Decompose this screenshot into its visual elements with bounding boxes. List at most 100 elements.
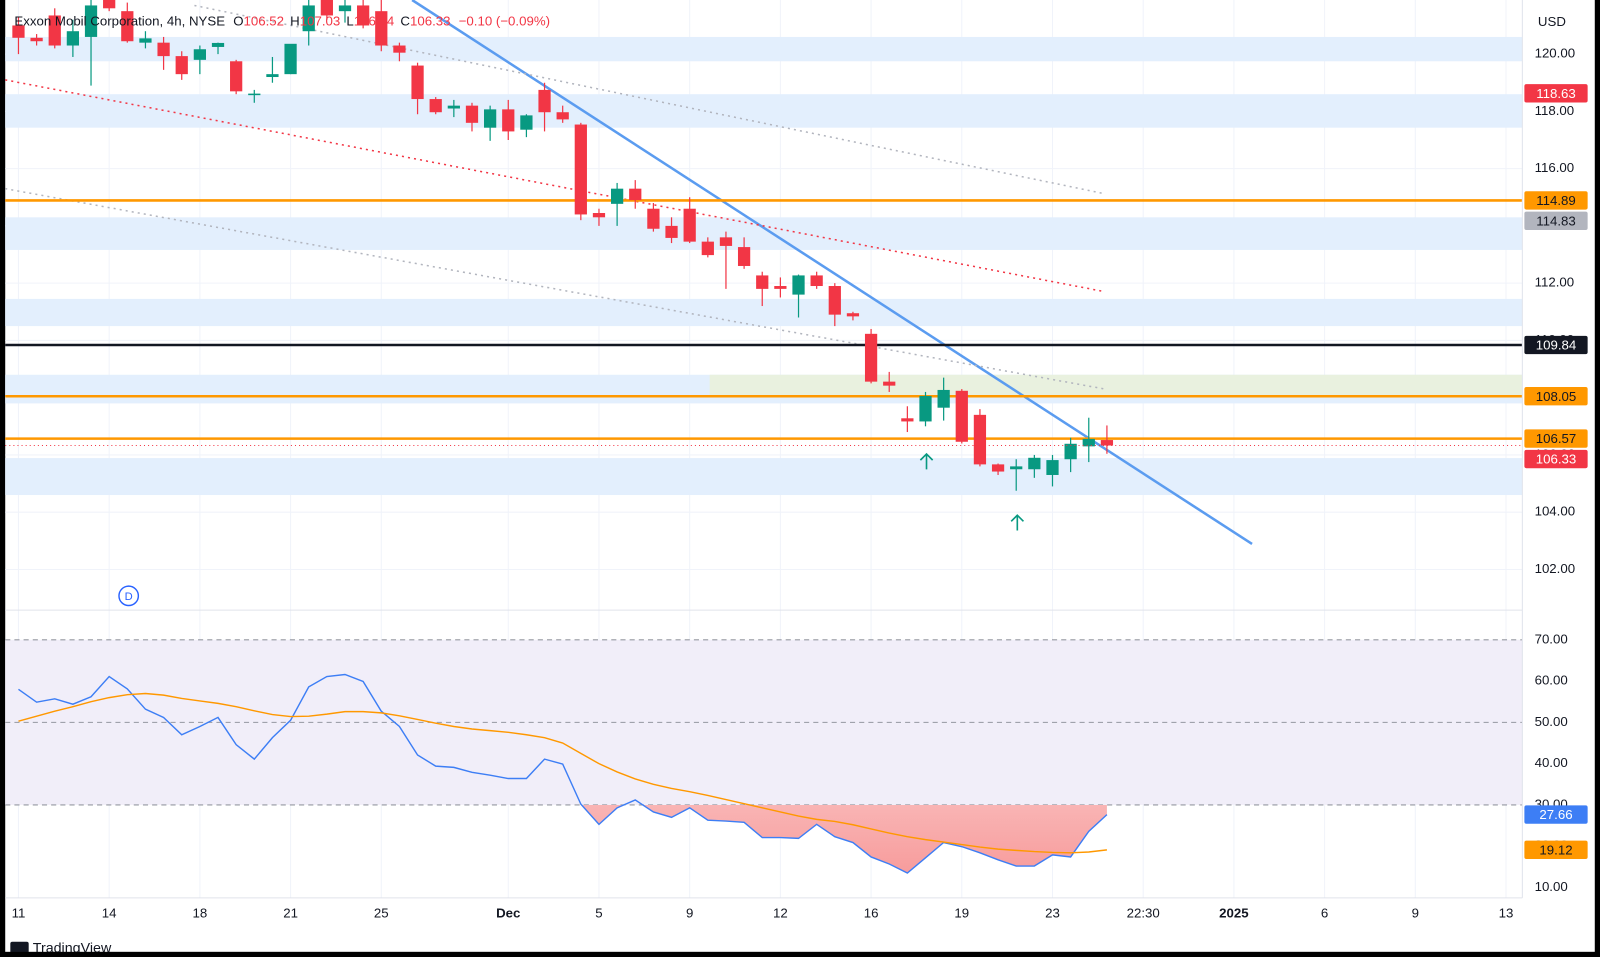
candle-body bbox=[901, 418, 914, 422]
candle-body bbox=[647, 208, 660, 229]
symbol: Exxon Mobil Corporation, 4h, NYSE bbox=[14, 13, 225, 28]
price-tag bbox=[1524, 335, 1588, 355]
candle-body bbox=[447, 105, 460, 109]
candle-body bbox=[846, 313, 860, 317]
x-tick-label: Dec bbox=[496, 906, 520, 921]
candle-body bbox=[774, 286, 787, 289]
price-tag-label: 108.05 bbox=[1536, 389, 1577, 404]
candle-body bbox=[230, 61, 243, 92]
zone bbox=[5, 458, 1523, 496]
rsi-line bbox=[18, 692, 1107, 854]
candle-body bbox=[211, 42, 225, 47]
candle-body bbox=[937, 389, 950, 408]
price-tag bbox=[1524, 191, 1588, 210]
open-key: O bbox=[233, 13, 243, 28]
candle-body bbox=[30, 37, 43, 42]
candle-body bbox=[629, 188, 642, 201]
x-tick-label: 9 bbox=[686, 906, 693, 921]
rsi-tag-label: 27.66 bbox=[1539, 807, 1572, 822]
close-value: 106.33 bbox=[410, 13, 451, 28]
under-layer bbox=[5, 0, 1523, 898]
candle-body bbox=[411, 65, 424, 100]
zone bbox=[5, 298, 1523, 327]
dividend-label[interactable]: D bbox=[125, 591, 133, 603]
candle-body bbox=[592, 213, 606, 218]
zone bbox=[5, 94, 1523, 128]
zone bbox=[5, 36, 1523, 62]
trend-line bbox=[411, 0, 1253, 546]
candle-body bbox=[792, 275, 805, 295]
candle-body bbox=[84, 5, 98, 37]
currency[interactable]: USD bbox=[1538, 14, 1566, 29]
price-tag bbox=[1524, 211, 1588, 230]
candle-body bbox=[175, 56, 188, 75]
dividend-icon[interactable] bbox=[118, 585, 140, 607]
candle-body bbox=[719, 237, 733, 246]
candle-body bbox=[375, 11, 388, 46]
price-tag-label: 106.33 bbox=[1536, 452, 1577, 467]
rsi-tick-label: 60.00 bbox=[1535, 673, 1568, 688]
x-tick-label: 2025 bbox=[1219, 906, 1248, 921]
candle-body bbox=[338, 5, 352, 12]
candle-body bbox=[737, 247, 751, 266]
low-key: L bbox=[346, 13, 353, 28]
price-tag-label: 114.83 bbox=[1536, 213, 1576, 228]
rsi-tick-label: 10.00 bbox=[1535, 879, 1568, 894]
x-tick-label: 23 bbox=[1045, 906, 1060, 921]
y-tick-label: 102.00 bbox=[1535, 561, 1576, 576]
candle-body bbox=[756, 275, 769, 289]
x-tick-label: 11 bbox=[12, 906, 26, 921]
candle-body bbox=[393, 45, 406, 53]
candle-body bbox=[991, 464, 1005, 472]
open-value: 106.52 bbox=[244, 13, 285, 28]
price-tag bbox=[1524, 429, 1588, 448]
low-value: 106.04 bbox=[354, 13, 395, 28]
x-tick-label: 14 bbox=[102, 906, 117, 921]
candle-body bbox=[1046, 460, 1059, 475]
candle-body bbox=[1010, 466, 1023, 470]
candle-body bbox=[103, 0, 116, 9]
frame bbox=[0, 951, 1600, 957]
candle-body bbox=[919, 395, 932, 422]
candle-body bbox=[556, 112, 569, 120]
candle-body bbox=[955, 390, 968, 442]
rsi-tag-label: 19.12 bbox=[1539, 842, 1572, 857]
candle-body bbox=[683, 208, 696, 242]
candle-body bbox=[193, 49, 206, 60]
y-tick-label: 104.00 bbox=[1535, 504, 1576, 519]
price-tag-label: 118.63 bbox=[1536, 86, 1576, 101]
y-tick-label: 112.00 bbox=[1535, 275, 1575, 290]
candle-body bbox=[828, 286, 841, 315]
rsi-tick-label: 40.00 bbox=[1535, 755, 1568, 770]
rsi-line bbox=[18, 673, 1108, 874]
green-zone bbox=[709, 374, 1523, 396]
candle-body bbox=[465, 105, 479, 123]
high-value: 107.03 bbox=[300, 13, 341, 28]
x-tick-label: 13 bbox=[1499, 906, 1514, 921]
candle-body bbox=[357, 5, 370, 26]
change: −0.10 (−0.09%) bbox=[459, 13, 550, 28]
price-tag-label: 106.57 bbox=[1536, 431, 1577, 446]
candle-body bbox=[665, 225, 678, 238]
rsi-tick-label: 70.00 bbox=[1535, 631, 1568, 646]
price-tag-label: 114.89 bbox=[1536, 193, 1576, 208]
candle-body bbox=[139, 38, 152, 43]
price-tag-label: 109.84 bbox=[1536, 338, 1577, 353]
x-tick-label: 16 bbox=[864, 906, 879, 921]
x-tick-label: 19 bbox=[954, 906, 969, 921]
candle-body bbox=[502, 109, 515, 132]
up-arrow bbox=[919, 452, 934, 470]
x-tick-label: 9 bbox=[1412, 906, 1419, 921]
candle-body bbox=[574, 124, 587, 215]
brand-logo bbox=[10, 941, 29, 954]
x-tick-label: 22:30 bbox=[1127, 906, 1160, 921]
candle-body bbox=[1028, 457, 1041, 470]
x-tick-label: 6 bbox=[1321, 906, 1328, 921]
candle-body bbox=[701, 241, 714, 256]
rsi-tag bbox=[1524, 840, 1588, 860]
main-layer bbox=[5, 0, 1523, 874]
y-tick-label: 116.00 bbox=[1535, 160, 1575, 175]
candle-body bbox=[1064, 443, 1077, 460]
candle-body bbox=[864, 333, 878, 382]
